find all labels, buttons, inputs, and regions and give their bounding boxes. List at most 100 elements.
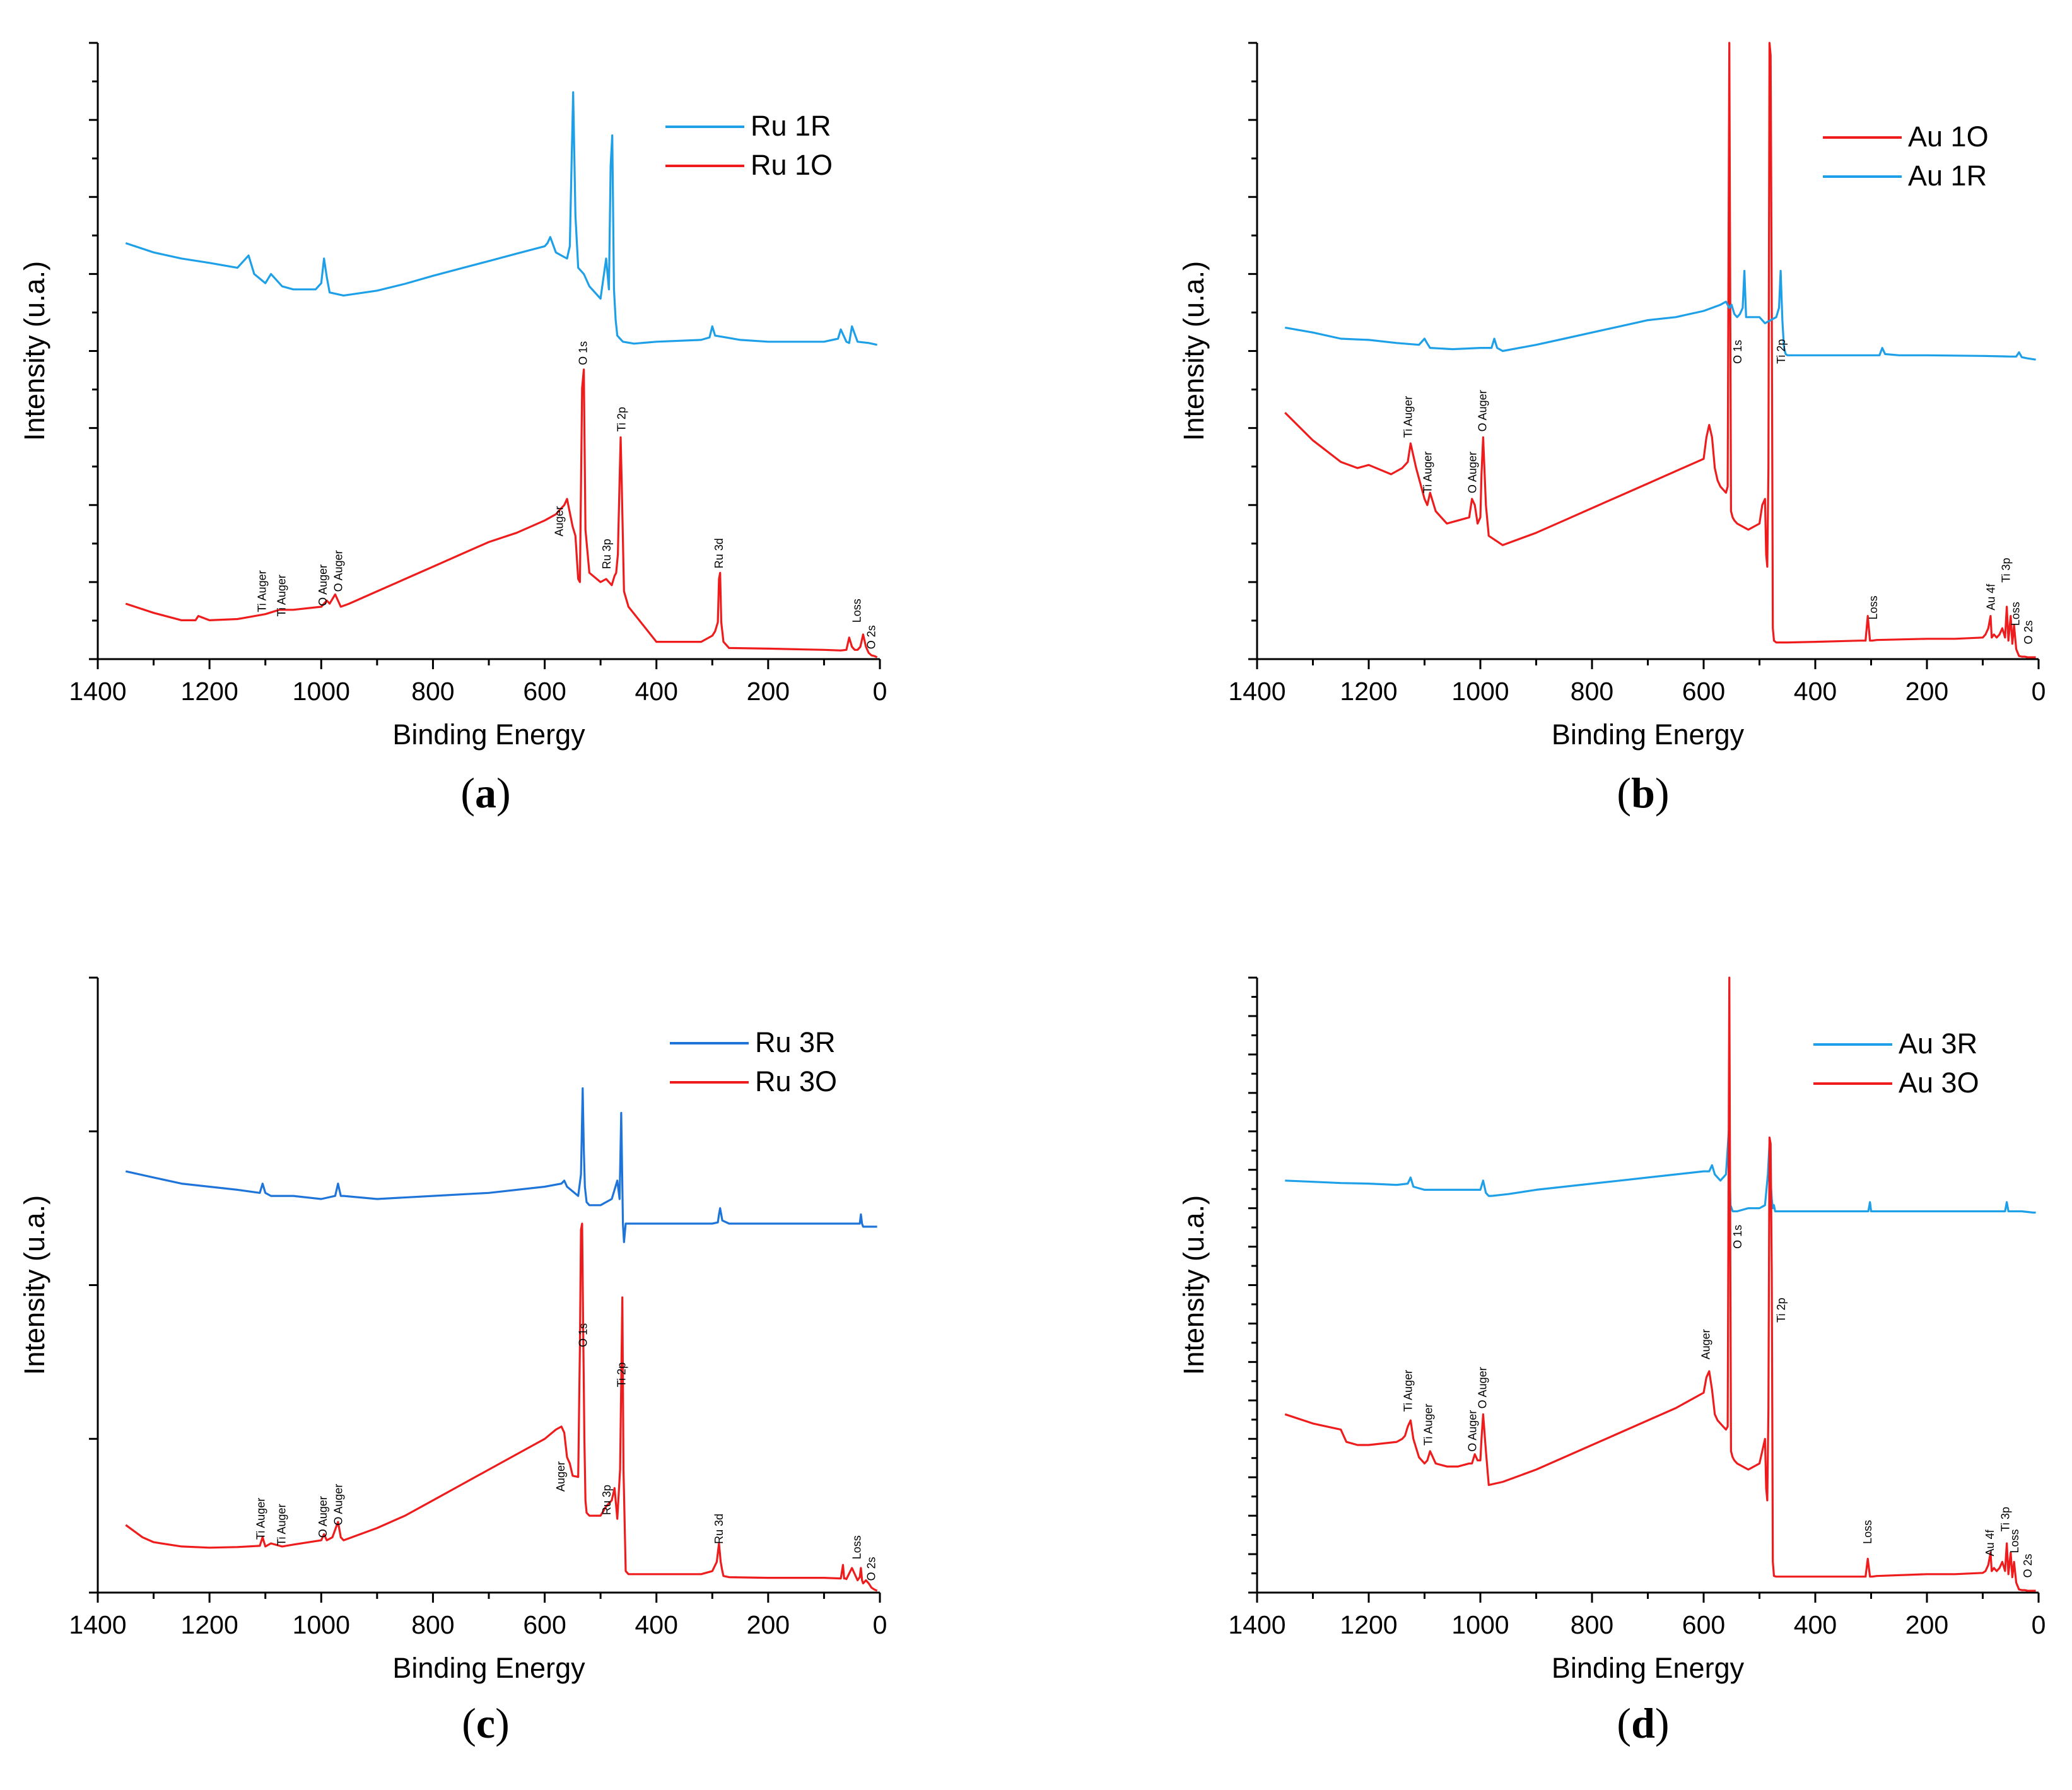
x-tick-label: 400 bbox=[635, 1610, 678, 1639]
series-line-ru-1r bbox=[125, 91, 877, 346]
legend-label: Ru 3R bbox=[755, 1026, 836, 1058]
caption-close: ) bbox=[496, 769, 511, 817]
peak-annotation: O 1s bbox=[1731, 340, 1744, 364]
peak-annotation: Ru 3p bbox=[600, 1485, 613, 1515]
caption-open: ( bbox=[1617, 1699, 1631, 1747]
x-tick-label: 1000 bbox=[293, 677, 350, 706]
peak-annotation: Ti Auger bbox=[275, 1504, 288, 1545]
peak-annotation: O 2s bbox=[865, 625, 878, 649]
peak-annotation: O 2s bbox=[2022, 1553, 2034, 1577]
series-line-au-3o bbox=[1284, 976, 2036, 1592]
peak-annotation: Ti Auger bbox=[1402, 1370, 1415, 1412]
caption-open: ( bbox=[462, 1699, 476, 1747]
peak-annotation: Ti Auger bbox=[255, 570, 268, 612]
x-tick-label: 1200 bbox=[181, 1610, 238, 1639]
peak-annotation: O Auger bbox=[317, 564, 329, 606]
x-tick-label: 400 bbox=[635, 677, 678, 706]
x-tick-label: 1000 bbox=[293, 1610, 350, 1639]
peak-annotation: Ti 2p bbox=[1775, 339, 1788, 364]
panel-caption: (b) bbox=[1617, 769, 1669, 817]
legend: Au 3R Au 3O bbox=[1813, 1027, 1979, 1099]
x-tick-label: 600 bbox=[1682, 677, 1725, 706]
chart-panel-c: 1400 1200 1000 800 600 400 200 0 Binding Energy I… bbox=[18, 976, 887, 1747]
peak-annotation: Ru 3p bbox=[600, 539, 613, 569]
peak-annotation: Ti Auger bbox=[1402, 396, 1415, 438]
peak-annotation: Loss bbox=[2008, 1529, 2021, 1553]
x-tick-label: 200 bbox=[747, 677, 790, 706]
x-tick-label: 0 bbox=[2032, 1610, 2046, 1639]
peak-annotation: O 2s bbox=[2022, 620, 2035, 644]
y-axis-title: Intensity (u.a.) bbox=[1178, 1195, 1210, 1375]
y-axis-title: Intensity (u.a.) bbox=[18, 261, 50, 441]
chart-panel-d: 1400 1200 1000 800 600 400 200 0 Binding Energy I… bbox=[1178, 976, 2046, 1747]
peak-annotation: O Auger bbox=[1466, 452, 1478, 493]
x-tick-label: 1400 bbox=[1228, 1610, 1285, 1639]
legend-label: Ru 3O bbox=[755, 1065, 837, 1097]
series-line-ru-3r bbox=[125, 1087, 877, 1243]
legend-label: Au 1R bbox=[1908, 160, 1987, 192]
x-tick-label: 800 bbox=[1571, 1610, 1613, 1639]
peak-annotation: Ti Auger bbox=[275, 575, 288, 616]
caption-close: ) bbox=[495, 1699, 510, 1747]
peak-annotation: O Auger bbox=[332, 550, 345, 592]
peak-annotation: Ti 2p bbox=[1775, 1298, 1788, 1323]
legend-label: Au 3R bbox=[1899, 1027, 1977, 1060]
caption-close: ) bbox=[1655, 769, 1670, 817]
x-tick-label: 600 bbox=[1682, 1610, 1725, 1639]
x-tick-label: 1000 bbox=[1451, 1610, 1509, 1639]
peak-annotation: O 1s bbox=[577, 1323, 590, 1347]
x-tick-label: 0 bbox=[873, 677, 887, 706]
peak-annotation: Au 4f bbox=[1985, 583, 1998, 611]
legend-label: Au 3O bbox=[1899, 1067, 1979, 1099]
caption-letter: c bbox=[476, 1699, 495, 1747]
series-line-au-3r bbox=[1285, 1130, 2036, 1214]
peak-annotation: Ru 3d bbox=[713, 538, 725, 568]
panel-caption: (c) bbox=[462, 1699, 510, 1747]
peak-annotation: Auger bbox=[1699, 1329, 1712, 1359]
series-line-ru-3o bbox=[125, 1222, 878, 1592]
peak-annotation: O Auger bbox=[1466, 1410, 1478, 1452]
peak-annotation: O 1s bbox=[1731, 1225, 1744, 1249]
x-tick-label: 0 bbox=[873, 1610, 887, 1639]
series-line-ru-1o bbox=[125, 368, 878, 658]
peak-annotation: O 2s bbox=[865, 1557, 878, 1581]
x-tick-label: 200 bbox=[1905, 677, 1948, 706]
legend-label: Au 1O bbox=[1908, 120, 1989, 153]
x-tick-label: 200 bbox=[1905, 1610, 1948, 1639]
x-tick-label: 1000 bbox=[1451, 677, 1509, 706]
legend-label: Ru 1O bbox=[751, 149, 833, 181]
peak-annotation: Loss bbox=[1861, 1520, 1874, 1544]
x-tick-label: 800 bbox=[411, 1610, 454, 1639]
peak-annotation: O Auger bbox=[1476, 1367, 1489, 1408]
caption-open: ( bbox=[1617, 769, 1631, 817]
x-axis-title: Binding Energy bbox=[392, 718, 585, 751]
chart-panel-a: 1400 1200 1000 800 600 400 200 0 Binding Energy I… bbox=[18, 42, 887, 817]
peak-annotation: Ti Auger bbox=[255, 1498, 267, 1540]
x-tick-label: 1400 bbox=[1228, 677, 1285, 706]
peak-annotation: Ti 2p bbox=[616, 1362, 628, 1387]
x-tick-label: 1200 bbox=[1340, 1610, 1397, 1639]
x-axis-title: Binding Energy bbox=[1552, 718, 1745, 751]
peak-annotation: O 1s bbox=[577, 341, 590, 365]
series-line-au-1r bbox=[1285, 269, 2036, 361]
caption-close: ) bbox=[1655, 1699, 1670, 1747]
legend-label: Ru 1R bbox=[751, 110, 831, 142]
peak-annotation: Auger bbox=[554, 1461, 567, 1492]
x-tick-label: 1400 bbox=[69, 677, 126, 706]
series-line-au-1o bbox=[1284, 42, 2036, 658]
caption-letter: a bbox=[475, 769, 496, 817]
peak-annotation: Ti Auger bbox=[1422, 1404, 1435, 1446]
peak-annotation: Ti 3p bbox=[1999, 1507, 2012, 1531]
x-tick-label: 800 bbox=[411, 677, 454, 706]
peak-annotation: O Auger bbox=[332, 1484, 345, 1526]
peak-annotation: O Auger bbox=[1476, 390, 1489, 431]
x-tick-label: 600 bbox=[523, 1610, 566, 1639]
peak-annotation: Ti 2p bbox=[616, 407, 628, 431]
x-tick-label: 0 bbox=[2032, 677, 2046, 706]
y-axis-title: Intensity (u.a.) bbox=[18, 1195, 50, 1375]
chart-panel-b: 1400 1200 1000 800 600 400 200 0 Binding Energy I… bbox=[1178, 42, 2046, 817]
x-axis-title: Binding Energy bbox=[1552, 1652, 1745, 1684]
caption-open: ( bbox=[460, 769, 475, 817]
y-axis-title: Intensity (u.a.) bbox=[1178, 261, 1210, 441]
x-tick-label: 1200 bbox=[1340, 677, 1397, 706]
